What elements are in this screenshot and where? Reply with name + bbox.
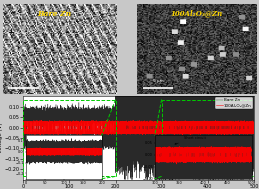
100Al₂O₃@Zn (252, 131, 255, 133)
Text: 100Al₂O₃@Zn: 100Al₂O₃@Zn (171, 10, 223, 18)
Text: Bare Zn: Bare Zn (37, 10, 71, 18)
Bare Zn (252, 95, 255, 98)
100Al₂O₃@Zn (22, 126, 25, 128)
Bare Zn (96, 139, 99, 142)
Bare Zn (209, 129, 212, 131)
Text: 5 μm: 5 μm (18, 79, 29, 83)
100Al₂O₃@Zn (47, 131, 51, 133)
100Al₂O₃@Zn (181, 134, 184, 137)
Bare Zn (22, 130, 25, 132)
Bare Zn (114, 95, 117, 98)
Legend: Bare Zn, 100Al₂O₃@Zn: Bare Zn, 100Al₂O₃@Zn (215, 97, 253, 108)
Bar (23, 99, 116, 177)
Bare Zn (218, 119, 221, 121)
100Al₂O₃@Zn (226, 122, 229, 124)
Y-axis label: Voltage (V): Voltage (V) (0, 123, 3, 153)
100Al₂O₃@Zn (80, 119, 83, 121)
100Al₂O₃@Zn (96, 129, 99, 131)
Bare Zn (123, 178, 126, 181)
100Al₂O₃@Zn (209, 132, 212, 134)
100Al₂O₃@Zn (218, 130, 221, 133)
Bare Zn (195, 111, 198, 113)
Bar (162, 99, 254, 177)
100Al₂O₃@Zn (195, 123, 198, 125)
Line: 100Al₂O₃@Zn: 100Al₂O₃@Zn (23, 120, 254, 136)
Line: Bare Zn: Bare Zn (23, 96, 254, 180)
Bare Zn (226, 122, 229, 125)
Bare Zn (47, 136, 51, 138)
Text: 5 μm: 5 μm (153, 79, 163, 83)
